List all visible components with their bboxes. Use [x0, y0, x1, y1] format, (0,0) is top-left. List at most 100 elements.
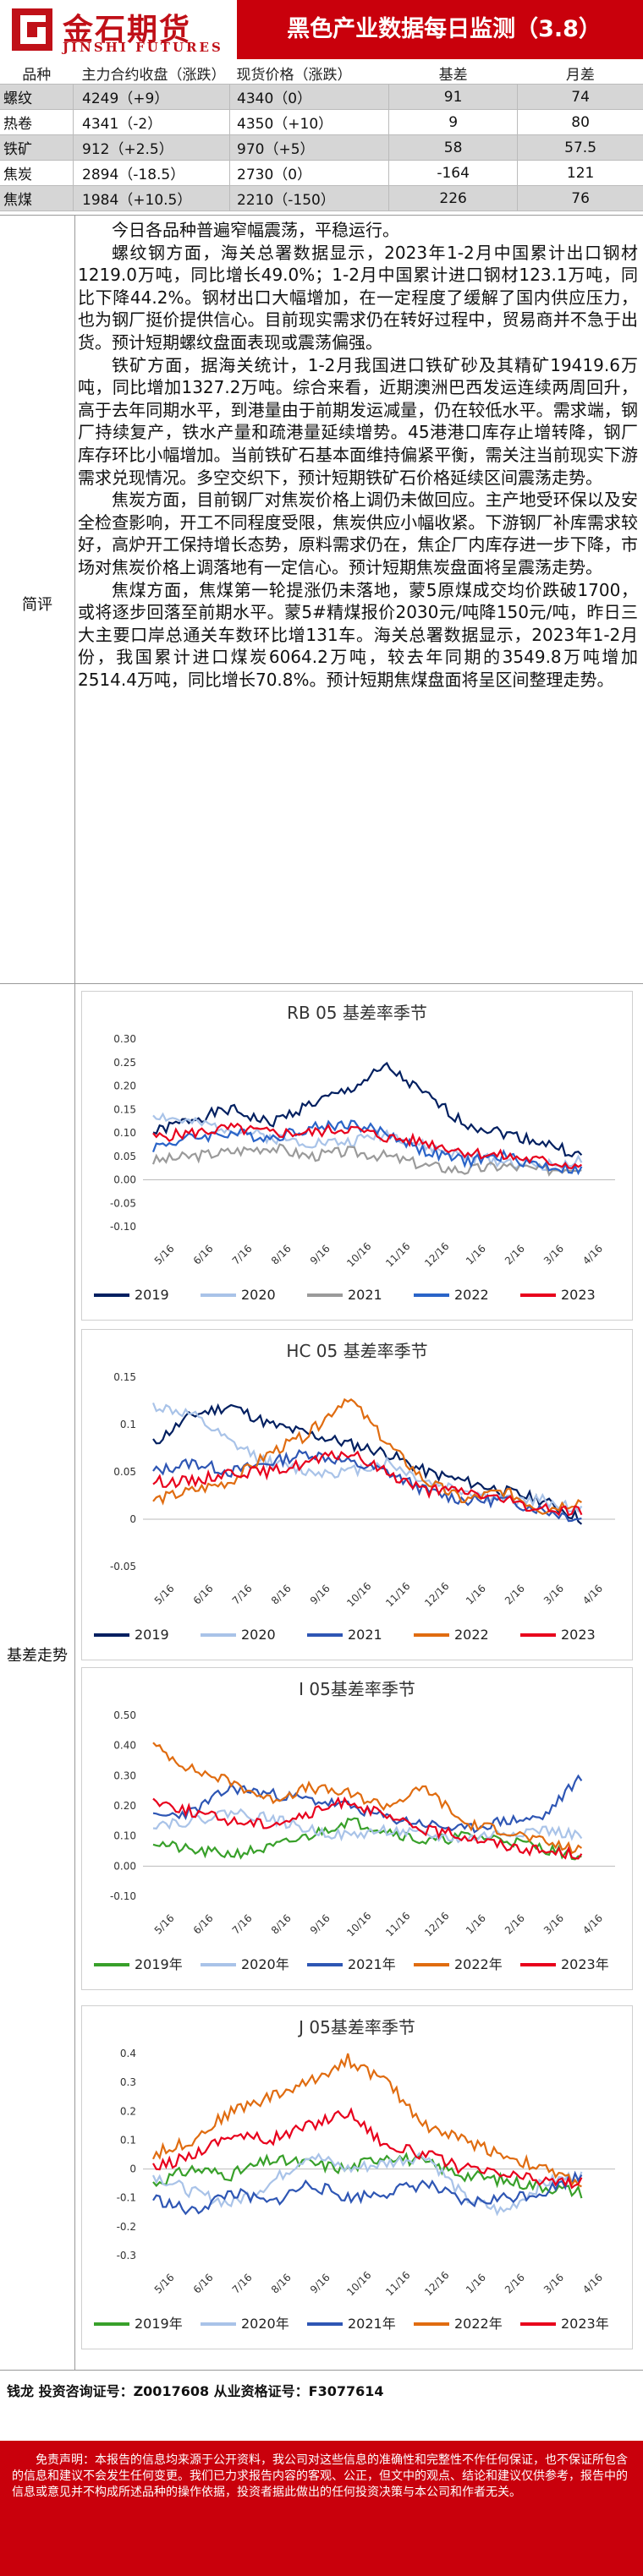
x-tick-label: 4/16 — [580, 1912, 605, 1937]
x-tick-label: 2/16 — [503, 2272, 527, 2296]
x-tick-label: 3/16 — [541, 1912, 566, 1937]
x-tick-label: 10/16 — [344, 2269, 373, 2298]
cell-basis: 91 — [387, 84, 518, 110]
legend-label: 2023年 — [561, 2316, 609, 2332]
logo-text-cn: 金石期货 — [63, 13, 192, 47]
cell-spot: 2730（0） — [229, 160, 389, 186]
y-tick-label: 0.15 — [113, 1103, 136, 1115]
x-tick-label: 4/16 — [580, 1243, 605, 1267]
y-tick-label: 0.1 — [120, 2134, 136, 2146]
y-tick-label: -0.2 — [117, 2221, 136, 2233]
legend-label: 2021 — [348, 1287, 382, 1303]
y-tick-label: -0.10 — [110, 1221, 136, 1233]
legend-label: 2022年 — [454, 1956, 503, 1972]
x-tick-label: 7/16 — [230, 1912, 255, 1937]
x-tick-label: 8/16 — [269, 2272, 294, 2296]
cell-spot: 2210（-150） — [229, 185, 389, 211]
cell-spread: 57.5 — [517, 134, 643, 161]
legend-label: 2020年 — [241, 1956, 289, 1972]
logo-mark-icon — [12, 8, 52, 51]
series-line-2023 — [152, 1122, 583, 1170]
legend-label: 2019 — [135, 1287, 169, 1303]
legend-label: 2019 — [135, 1627, 169, 1643]
commentary-paragraph: 铁矿方面，据海关统计，1-2月我国进口铁矿砂及其精矿19419.6万吨，同比增加… — [78, 354, 638, 488]
y-tick-label: -0.3 — [117, 2250, 136, 2262]
x-tick-label: 5/16 — [152, 2272, 177, 2296]
y-tick-label: 0 — [129, 1513, 136, 1525]
x-tick-label: 7/16 — [230, 1243, 255, 1267]
analyst-credentials: 钱龙 投资咨询证号：Z0017608 从业资格证号：F3077614 — [7, 2383, 384, 2399]
legend-label: 2023年 — [561, 1956, 609, 1972]
x-tick-label: 9/16 — [308, 1912, 332, 1937]
series-line-2019年 — [152, 2152, 583, 2199]
col-header-spot: 现货价格（涨跌） — [229, 63, 389, 85]
x-tick-label: 9/16 — [308, 2272, 332, 2296]
legend-label: 2020 — [241, 1287, 276, 1303]
series-line-2022年 — [152, 1742, 583, 1855]
divider — [74, 216, 75, 984]
cell-spread: 74 — [517, 84, 643, 110]
y-tick-label: -0.05 — [110, 1561, 136, 1572]
x-tick-label: 9/16 — [308, 1243, 332, 1267]
y-tick-label: 0.3 — [120, 2076, 136, 2088]
chart-title: HC 05 基差率季节 — [286, 1341, 427, 1361]
x-tick-label: 12/16 — [422, 1580, 451, 1609]
cell-name: 热卷 — [0, 109, 74, 135]
commentary-section: 简评 今日各品种普遍窄幅震荡，平稳运行。 螺纹钢方面，海关总署数据显示，2023… — [0, 215, 643, 984]
x-tick-label: 10/16 — [344, 1580, 373, 1609]
cell-name: 铁矿 — [0, 134, 74, 161]
x-tick-label: 5/16 — [152, 1912, 177, 1937]
commentary-paragraph: 今日各品种普遍窄幅震荡，平稳运行。 — [112, 220, 399, 240]
x-tick-label: 2/16 — [503, 1583, 527, 1607]
x-tick-label: 12/16 — [422, 1910, 451, 1939]
col-header-close: 主力合约收盘（涨跌） — [73, 63, 230, 85]
x-tick-label: 4/16 — [580, 2272, 605, 2296]
series-line-2021年 — [152, 2170, 583, 2216]
cell-close: 1984（+10.5） — [73, 185, 230, 211]
cell-close: 912（+2.5） — [73, 134, 230, 161]
legend-label: 2019年 — [135, 2316, 183, 2332]
cell-basis: 9 — [387, 109, 518, 135]
y-tick-label: 0.00 — [113, 1860, 136, 1872]
page-title: 黑色产业数据每日监测（3.8） — [287, 16, 602, 42]
commentary-paragraph: 螺纹钢方面，海关总署数据显示，2023年1-2月中国累计出口钢材1219.0万吨… — [78, 242, 638, 353]
y-tick-label: 0 — [129, 2163, 136, 2175]
table-row: 铁矿 912（+2.5） 970（+5） 58 57.5 — [0, 134, 643, 161]
x-tick-label: 3/16 — [541, 2272, 566, 2296]
x-tick-label: 8/16 — [269, 1243, 294, 1267]
x-tick-label: 11/16 — [383, 2269, 412, 2298]
commentary-paragraph: 焦炭方面，目前钢厂对焦炭价格上调仍未做回应。主产地受环保以及安全检查影响，开工不… — [78, 489, 638, 577]
footer-rule — [0, 2370, 643, 2371]
col-header-spread: 月差 — [517, 63, 643, 85]
x-tick-label: 3/16 — [541, 1583, 566, 1607]
x-tick-label: 10/16 — [344, 1910, 373, 1939]
x-tick-label: 6/16 — [191, 1583, 216, 1607]
x-tick-label: 12/16 — [422, 2269, 451, 2298]
y-tick-label: 0.2 — [120, 2105, 136, 2117]
series-line-2022 — [152, 1397, 582, 1515]
x-tick-label: 2/16 — [503, 1912, 527, 1937]
x-tick-label: 9/16 — [308, 1583, 332, 1607]
table-row: 焦煤 1984（+10.5） 2210（-150） 226 76 — [0, 185, 643, 211]
cell-spot: 4350（+10） — [229, 109, 389, 135]
x-tick-label: 8/16 — [269, 1912, 294, 1937]
legend-label: 2021 — [348, 1627, 382, 1643]
x-tick-label: 11/16 — [383, 1580, 412, 1609]
table-row: 热卷 4341（-2） 4350（+10） 9 80 — [0, 109, 643, 135]
table-row: 螺纹 4249（+9） 4340（0） 91 74 — [0, 84, 643, 110]
x-tick-label: 1/16 — [464, 1583, 488, 1607]
legend-label: 2021年 — [348, 1956, 396, 1972]
y-tick-label: 0.05 — [113, 1151, 136, 1162]
chart-i: I 05基差率季节 0.50 0.40 0.30 0.20 0.10 0.00 -0.10 5/… — [81, 1667, 633, 1990]
cell-basis: -164 — [387, 160, 518, 186]
cell-close: 4249（+9） — [73, 84, 230, 110]
chart-j: J 05基差率季节 0.4 0.3 0.2 0.1 0 -0.1 -0.2 -0.3 5/16 6/… — [81, 2005, 633, 2349]
y-tick-label: -0.1 — [117, 2192, 136, 2204]
x-tick-label: 7/16 — [230, 1583, 255, 1607]
x-tick-label: 1/16 — [464, 1243, 488, 1267]
commentary-paragraph: 焦煤方面，焦煤第一轮提涨仍未落地，蒙5原煤成交均价跌破1700，或将逐步回落至前… — [78, 579, 638, 690]
logo-text-en: JINSHI FUTURES — [63, 40, 223, 55]
legend-label: 2022年 — [454, 2316, 503, 2332]
y-tick-label: 0.50 — [113, 1709, 136, 1721]
cell-name: 焦煤 — [0, 185, 74, 211]
